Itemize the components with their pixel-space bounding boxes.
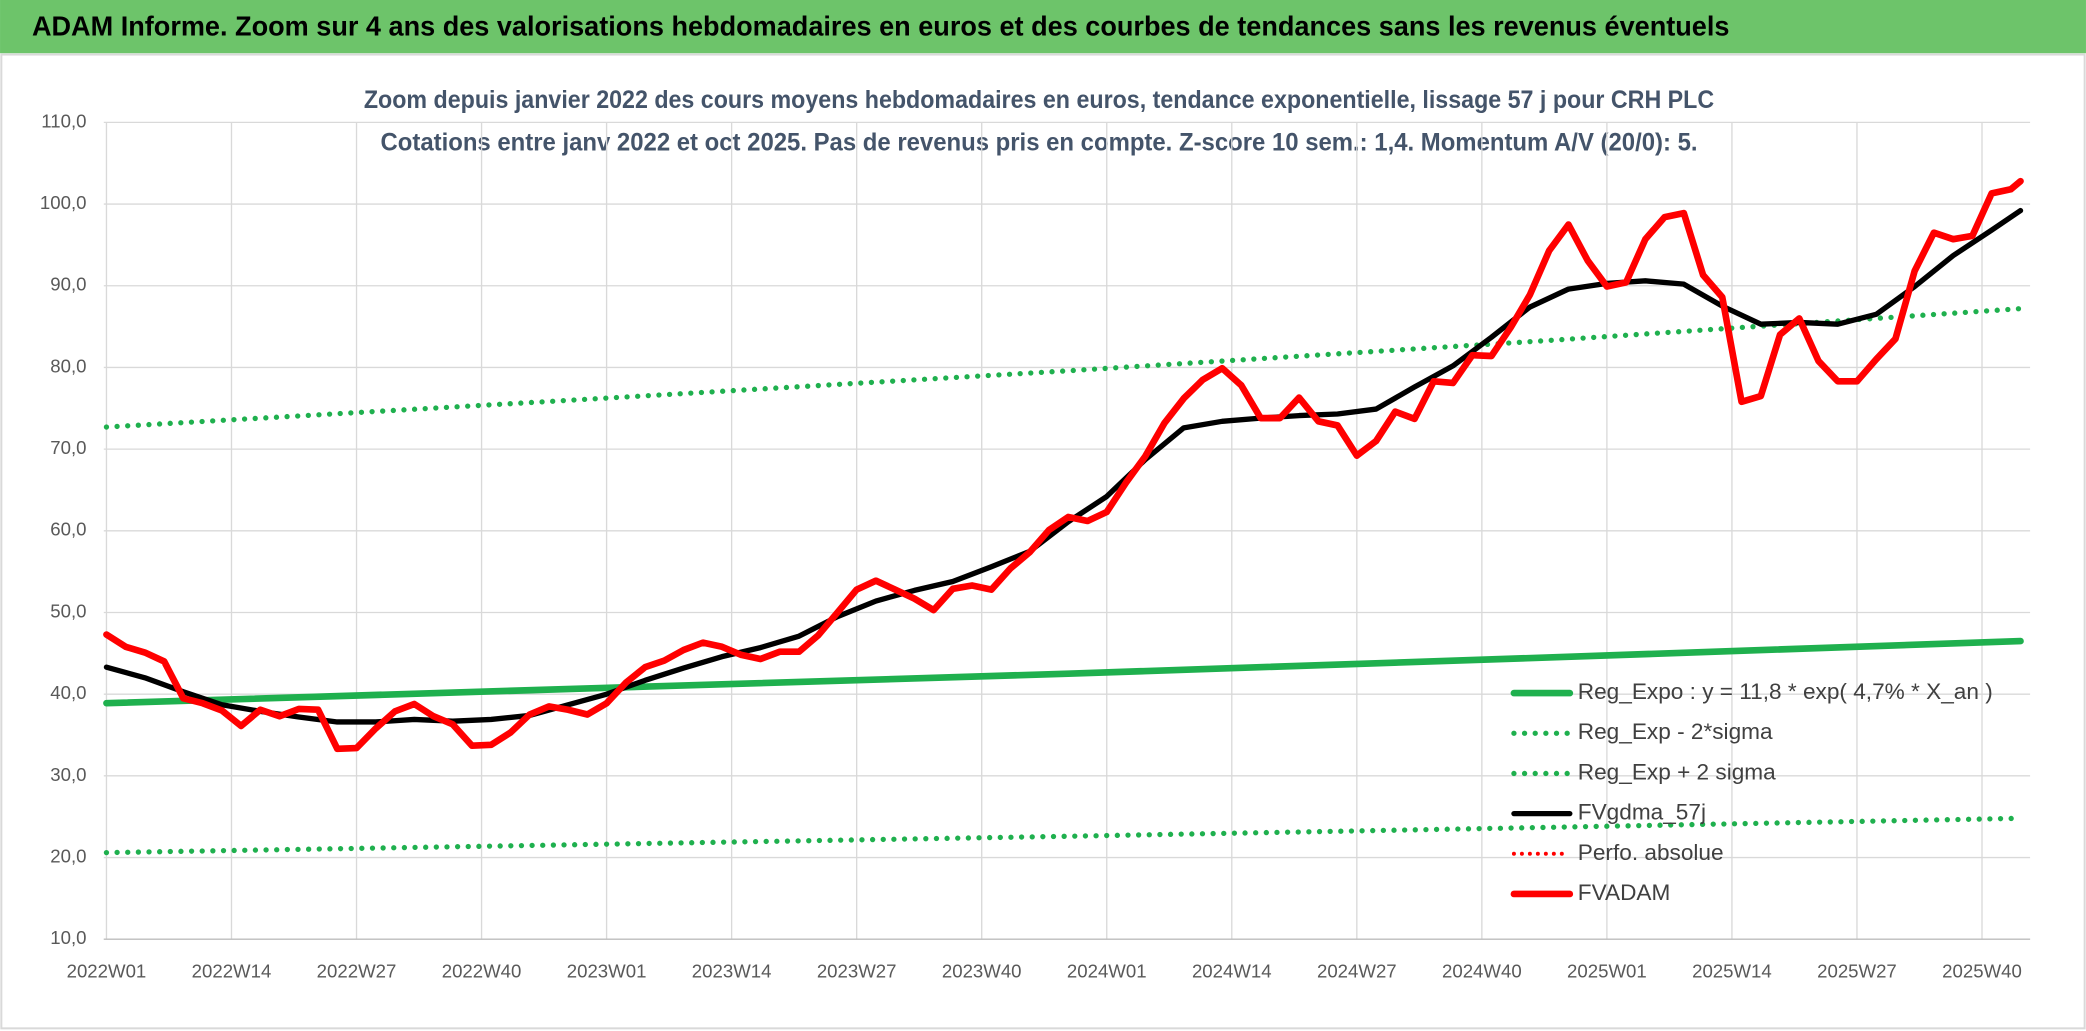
x-tick-label: 2023W14: [692, 960, 772, 981]
legend-label: Reg_Exp - 2*sigma: [1578, 719, 1773, 744]
y-tick-label: 50,0: [50, 600, 86, 621]
x-tick-label: 2025W40: [1942, 960, 2022, 981]
header-title: ADAM Informe. Zoom sur 4 ans des valoris…: [32, 10, 1729, 41]
grid: 10,0 20,0 30,0 40,0 50,0 60,0 70,0 80,0 90,0 100,…: [40, 110, 2031, 981]
y-tick-label: 60,0: [50, 519, 86, 540]
series-line: [103, 637, 2024, 707]
series-line: [103, 177, 2024, 753]
chart-subtitle: Cotations entre janv 2022 et oct 2025. P…: [380, 128, 1697, 156]
x-tick-label: 2024W01: [1067, 960, 1147, 981]
x-tick-label: 2024W40: [1442, 960, 1522, 981]
chart-title: Zoom depuis janvier 2022 des cours moyen…: [364, 86, 1714, 114]
x-tick-label: 2025W01: [1567, 960, 1647, 981]
y-tick-label: 20,0: [50, 845, 86, 866]
header-bar: [0, 0, 2086, 54]
legend-label: Reg_Expo : y = 11,8 * exp( 4,7% * X_an ): [1578, 679, 1993, 704]
x-tick-label: 2024W14: [1192, 960, 1272, 981]
y-tick-label: 30,0: [50, 764, 86, 785]
x-tick-label: 2023W40: [942, 960, 1022, 981]
x-tick-label: 2024W27: [1317, 960, 1397, 981]
x-tick-label: 2023W27: [817, 960, 897, 981]
series-line: [103, 207, 2024, 725]
legend: Reg_Expo : y = 11,8 * exp( 4,7% * X_an )…: [1510, 679, 1993, 905]
legend-label: Perfo. absolue: [1578, 840, 1724, 865]
legend-label: FVADAM: [1578, 880, 1671, 905]
x-tick-label: 2023W01: [567, 960, 647, 981]
legend-label: FVgdma_57j: [1578, 800, 1706, 825]
y-tick-label: 70,0: [50, 437, 86, 458]
series-line: [103, 815, 2024, 856]
x-tick-label: 2022W14: [192, 960, 272, 981]
x-tick-label: 2025W27: [1817, 960, 1897, 981]
y-tick-label: 90,0: [50, 274, 86, 295]
y-tick-label: 10,0: [50, 927, 86, 948]
y-tick-label: 80,0: [50, 355, 86, 376]
x-tick-label: 2022W27: [317, 960, 397, 981]
x-tick-label: 2022W40: [442, 960, 522, 981]
series-line: [103, 305, 2024, 430]
chart-frame: [0, 53, 2086, 1030]
x-tick-label: 2022W01: [67, 960, 147, 981]
legend-label: Reg_Exp + 2 sigma: [1578, 759, 1776, 784]
y-tick-label: 110,0: [41, 110, 86, 131]
plot-area: [103, 177, 2024, 856]
y-tick-label: 100,0: [40, 192, 87, 213]
x-tick-label: 2025W14: [1692, 960, 1772, 981]
y-tick-label: 40,0: [50, 682, 86, 703]
